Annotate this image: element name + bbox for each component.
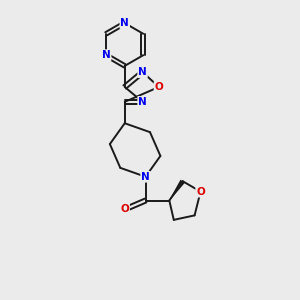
Text: O: O [196, 187, 205, 196]
Text: N: N [120, 18, 129, 28]
Text: O: O [154, 82, 163, 92]
Text: N: N [138, 97, 147, 107]
Text: N: N [141, 172, 150, 182]
Text: N: N [102, 50, 111, 60]
Text: O: O [120, 204, 129, 214]
Text: N: N [138, 67, 147, 77]
Polygon shape [169, 180, 185, 201]
